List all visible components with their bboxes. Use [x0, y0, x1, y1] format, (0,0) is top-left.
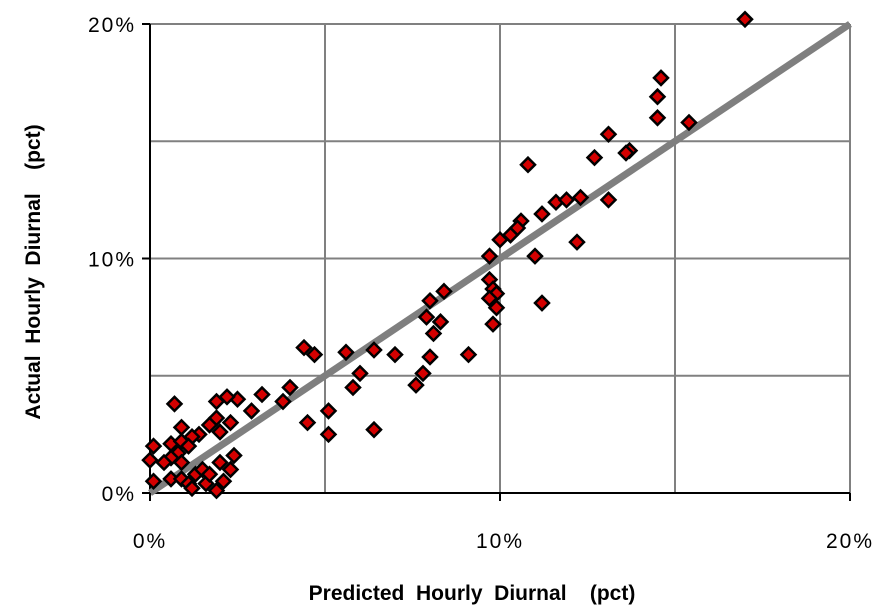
data-point [221, 460, 240, 479]
data-point [431, 313, 450, 331]
data-point [386, 345, 404, 364]
data-point [736, 10, 754, 29]
data-point [648, 87, 667, 106]
data-point [484, 315, 502, 333]
data-point [480, 247, 499, 265]
data-point [599, 191, 618, 209]
data-point [319, 402, 338, 420]
data-point [225, 446, 243, 465]
data-point [172, 418, 191, 437]
data-point [200, 416, 219, 434]
data-point [141, 451, 159, 469]
data-points [141, 10, 754, 500]
tick-labels: 0% 10% 20% 0% 10% 20% [88, 14, 874, 553]
data-point [571, 188, 590, 207]
data-point [274, 392, 292, 411]
y-tick-label: 10% [88, 249, 136, 272]
data-point [680, 113, 698, 132]
data-point [435, 282, 453, 301]
data-point [652, 69, 670, 87]
data-point [424, 324, 443, 343]
x-tick-label: 10% [476, 530, 524, 553]
data-point [526, 247, 544, 265]
data-point [648, 109, 667, 127]
data-point [487, 298, 506, 317]
x-tick-label: 0% [133, 530, 167, 553]
x-axis-title: Predicted Hourly Diurnal (pct) [309, 582, 636, 605]
data-point [207, 481, 226, 500]
data-point [144, 472, 163, 491]
data-point [253, 385, 271, 404]
data-point [568, 233, 586, 251]
data-point [533, 205, 551, 223]
data-point [519, 155, 537, 174]
data-point [281, 378, 299, 397]
data-point [617, 144, 635, 162]
data-point [351, 364, 369, 383]
y-axis-title: Actual Hourly Diurnal (pct) [22, 124, 45, 419]
data-point [155, 453, 173, 472]
data-point [480, 289, 499, 308]
data-point [242, 402, 261, 420]
data-point [183, 479, 201, 498]
data-point [599, 125, 618, 143]
data-point [365, 420, 383, 439]
data-point [211, 423, 229, 441]
data-point [337, 343, 355, 362]
data-point [533, 294, 551, 312]
data-point [459, 345, 478, 364]
data-point [417, 308, 436, 326]
data-point [365, 341, 383, 359]
fit-line [148, 21, 852, 496]
data-point [421, 348, 439, 366]
data-point [165, 395, 184, 413]
x-tick-label: 20% [826, 530, 874, 553]
data-point [200, 465, 219, 484]
data-point [407, 376, 425, 394]
data-point [221, 413, 240, 432]
y-tick-label: 20% [88, 14, 136, 37]
data-point [207, 392, 226, 411]
data-point [298, 413, 317, 432]
data-point [344, 378, 362, 397]
data-point [557, 191, 576, 209]
data-point [305, 345, 324, 364]
data-point [179, 437, 198, 455]
data-point [319, 425, 338, 444]
data-point [295, 338, 313, 357]
data-point [211, 453, 229, 472]
data-point [421, 291, 439, 310]
y-tick-label: 0% [102, 483, 136, 506]
data-point [585, 148, 604, 167]
data-point [491, 230, 509, 249]
data-point [214, 472, 233, 491]
data-point [414, 364, 432, 383]
data-point [144, 437, 163, 455]
data-point [172, 453, 191, 472]
fit-line-layer [148, 21, 852, 496]
